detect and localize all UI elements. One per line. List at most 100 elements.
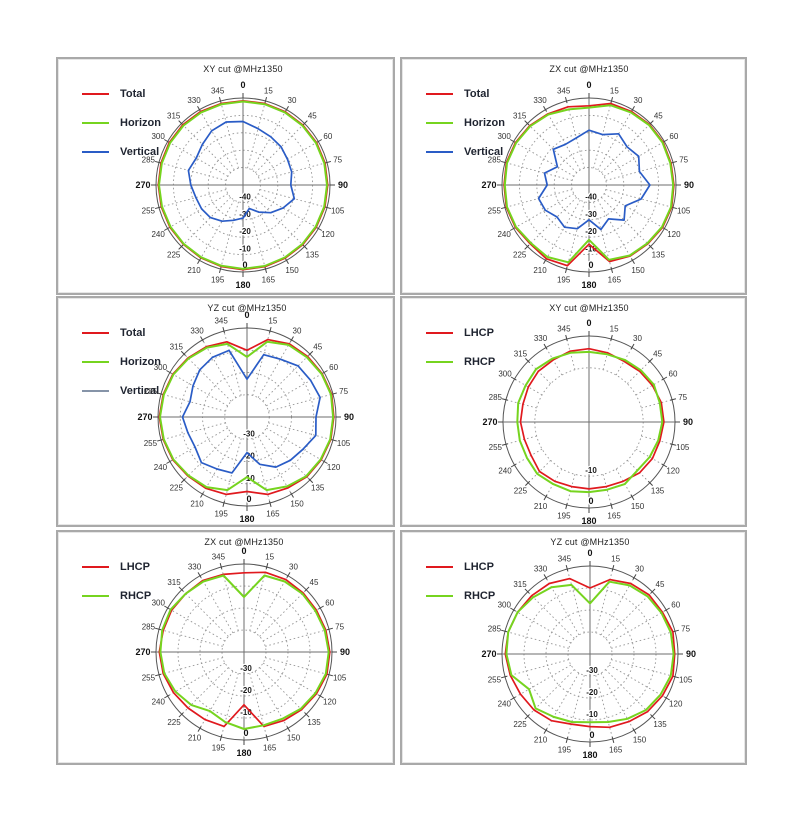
chart-legend: LHCP RHCP [82, 552, 151, 610]
angle-label-105: 105 [333, 674, 347, 683]
polar-chart-svg: 0 15 30 45 60 75 90 105 120 135 150 165 180 195 210 225… [135, 546, 350, 758]
angle-label-180: 180 [239, 514, 254, 524]
angle-label-150: 150 [631, 266, 645, 275]
angle-label-75: 75 [339, 387, 348, 396]
angle-label-0: 0 [586, 80, 591, 90]
angle-label-255: 255 [488, 676, 502, 685]
chart-title: XY cut @MHz1350 [203, 64, 283, 74]
legend-label: RHCP [464, 355, 496, 368]
angle-label-120: 120 [667, 230, 681, 239]
angle-label-315: 315 [167, 112, 181, 121]
angle-label-210: 210 [187, 266, 201, 275]
angle-label-240: 240 [154, 463, 168, 472]
radial-label--30: -30 [243, 429, 255, 438]
angle-label-135: 135 [307, 718, 321, 727]
angle-label-330: 330 [188, 562, 202, 571]
angle-label-45: 45 [310, 578, 319, 587]
angle-label-300: 300 [498, 370, 512, 379]
angle-label-60: 60 [329, 363, 338, 372]
series-curve-vertical [187, 120, 296, 223]
angle-label-165: 165 [263, 744, 277, 753]
angle-label-195: 195 [211, 276, 225, 285]
angle-label-255: 255 [142, 674, 156, 683]
legend-swatch-horizon [82, 121, 109, 124]
chart-title: YZ cut @MHz1350 [550, 537, 630, 547]
legend-item-rhcp: RHCP [426, 581, 495, 610]
angle-label-240: 240 [151, 230, 165, 239]
legend-swatch-horizon [82, 360, 109, 363]
angle-label-315: 315 [514, 349, 528, 358]
legend-label: Horizon [120, 355, 161, 368]
angle-label-180: 180 [581, 516, 596, 525]
chart-panel-xy-cut-lhcp-rhcp: XY cut @MHz1350 LHCP RHCP 0 15 30 45 60 75 90 10… [400, 296, 747, 527]
radial-label--20: -20 [240, 686, 252, 695]
polar-plot: 0 15 30 45 60 75 90 105 120 135 150 165 180 195 210 225… [58, 59, 393, 293]
angle-label-195: 195 [557, 276, 571, 285]
angle-label-165: 165 [609, 746, 623, 755]
angle-label-255: 255 [489, 443, 503, 452]
radial-label--10: -10 [585, 245, 597, 254]
legend-swatch-total [82, 331, 109, 334]
angle-label-210: 210 [533, 266, 547, 275]
angle-label-30: 30 [293, 326, 302, 335]
angle-label-330: 330 [534, 334, 548, 343]
angle-label-285: 285 [488, 156, 502, 165]
angle-label-330: 330 [187, 96, 201, 105]
radial-label--40: -40 [239, 192, 251, 201]
angle-label-210: 210 [190, 500, 204, 509]
legend-swatch-total [426, 92, 453, 95]
angle-label-165: 165 [608, 276, 622, 285]
angle-label-225: 225 [513, 250, 527, 259]
legend-swatch-rhcp [426, 360, 453, 363]
legend-label: Vertical [120, 384, 160, 397]
legend-item-rhcp: RHCP [82, 581, 151, 610]
angle-label-285: 285 [488, 624, 502, 633]
radial-label--30: -30 [240, 664, 252, 673]
chart-title: XY cut @MHz1350 [549, 303, 629, 313]
legend-label: Total [464, 87, 490, 100]
angle-label-75: 75 [335, 622, 344, 631]
legend-swatch-lhcp [426, 565, 453, 568]
angle-label-285: 285 [489, 393, 503, 402]
angle-label-60: 60 [323, 132, 332, 141]
chart-title: YZ cut @MHz1350 [207, 303, 287, 313]
angle-label-330: 330 [190, 326, 204, 335]
angle-label-90: 90 [684, 180, 694, 190]
legend-item-lhcp: LHCP [82, 552, 151, 581]
angle-label-285: 285 [144, 387, 158, 396]
angle-label-90: 90 [338, 180, 348, 190]
angle-label-15: 15 [611, 554, 620, 563]
angle-label-105: 105 [676, 443, 690, 452]
chart-panel-yz-cut-lhcp-rhcp: YZ cut @MHz1350 LHCP RHCP 0 15 30 45 60 75 90 10… [400, 530, 747, 765]
legend-label: RHCP [464, 589, 496, 602]
legend-swatch-rhcp [426, 594, 453, 597]
radial-label--10: -10 [239, 245, 251, 254]
chart-legend: LHCP RHCP [426, 552, 495, 610]
angle-label-60: 60 [325, 599, 334, 608]
polar-chart-svg: 0 15 30 45 60 75 90 105 120 135 150 165 180 195 210 225… [137, 310, 354, 524]
angle-label-315: 315 [170, 342, 184, 351]
polar-plot: 0 15 30 45 60 75 90 105 120 135 150 165 180 195 210 225… [58, 298, 393, 525]
angle-label-345: 345 [212, 552, 226, 561]
angle-label-120: 120 [321, 230, 335, 239]
angle-label-0: 0 [586, 318, 591, 328]
angle-label-315: 315 [513, 580, 527, 589]
polar-plot: 0 15 30 45 60 75 90 105 120 135 150 165 180 195 210 225… [402, 59, 745, 293]
legend-item-horizon: Horizon [82, 347, 161, 376]
polar-plot: 0 15 30 45 60 75 90 105 120 135 150 165 180 195 210 225… [402, 532, 745, 763]
angle-label-0: 0 [240, 80, 245, 90]
polar-plot: 0 15 30 45 60 75 90 105 120 135 150 165 180 195 210 225… [402, 298, 745, 526]
angle-label-270: 270 [135, 180, 150, 190]
angle-label-60: 60 [669, 370, 678, 379]
angle-label-45: 45 [313, 342, 322, 351]
radial-label--40: -40 [585, 192, 597, 201]
angle-label-135: 135 [311, 484, 325, 493]
angle-label-120: 120 [323, 698, 337, 707]
angle-label-225: 225 [170, 484, 184, 493]
angle-label-195: 195 [557, 512, 571, 521]
angle-label-330: 330 [534, 564, 548, 573]
chart-title: ZX cut @MHz1350 [204, 537, 284, 547]
legend-label: LHCP [464, 560, 494, 573]
legend-label: Vertical [464, 145, 504, 158]
series-curve-horizon [503, 104, 675, 264]
